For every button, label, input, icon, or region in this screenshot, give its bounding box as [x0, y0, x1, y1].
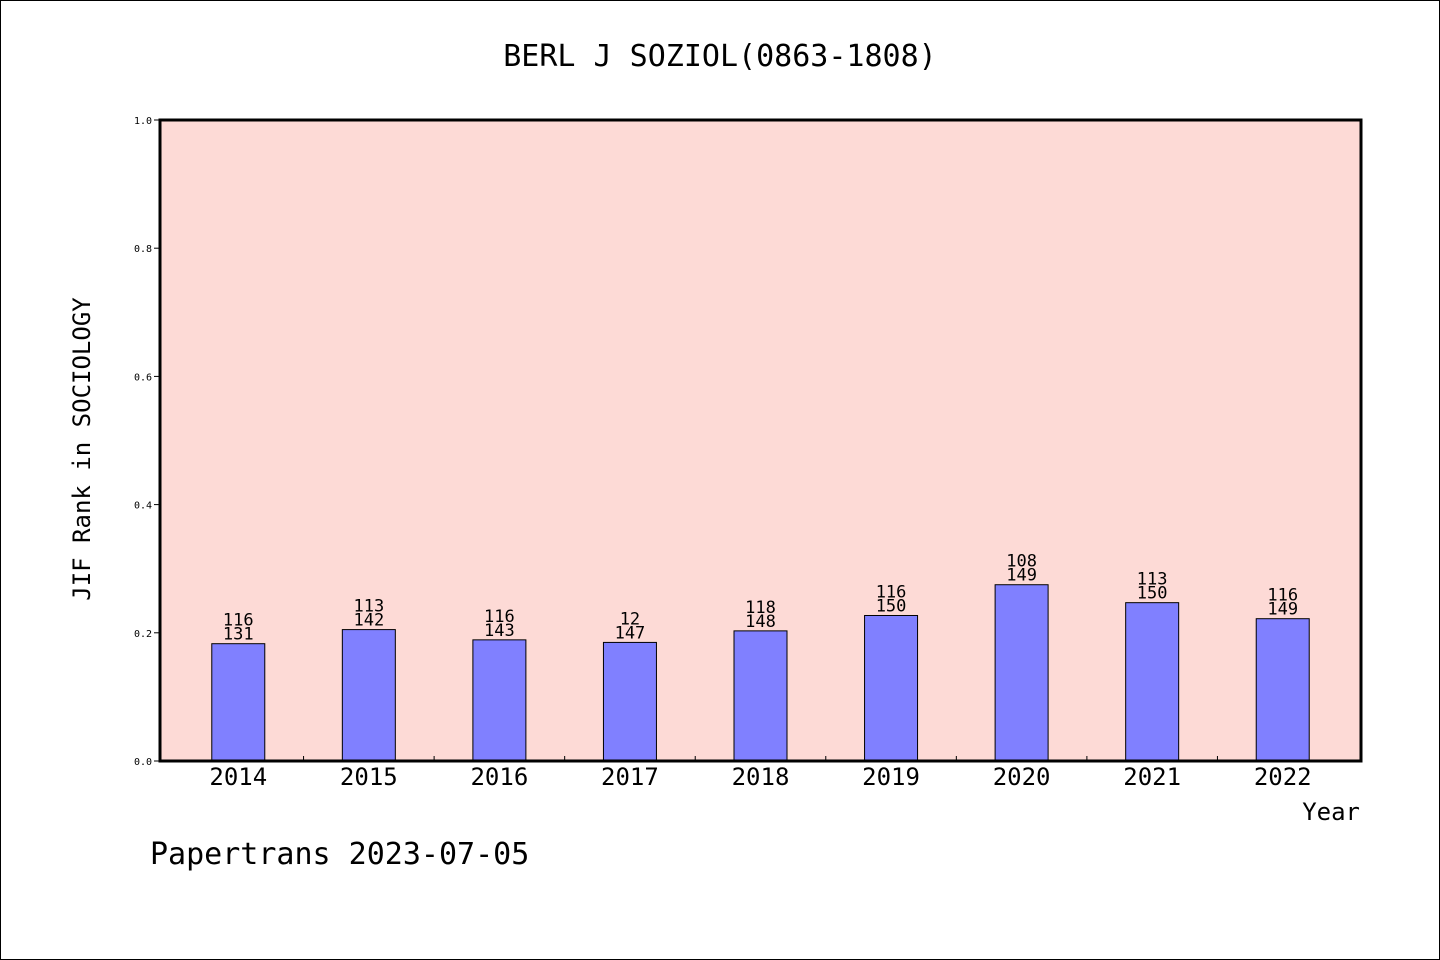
- bar-rank-label-2015: 113: [353, 597, 384, 617]
- x-tick-label-2021: 2021: [1123, 763, 1181, 791]
- y-tick-label: 0.2: [134, 629, 152, 640]
- bar-total-label-2015: 142: [353, 611, 384, 631]
- y-tick-label: 1.0: [134, 116, 152, 127]
- bar-total-label-2014: 131: [223, 625, 254, 645]
- bar-rank-label-2022: 116: [1267, 586, 1298, 606]
- bar-total-label-2022: 149: [1267, 600, 1298, 620]
- bars-group: [211, 584, 1310, 762]
- footer-text: Papertrans 2023-07-05: [150, 837, 529, 872]
- x-tick-label-2015: 2015: [340, 763, 398, 791]
- x-tick-label-2020: 2020: [993, 763, 1051, 791]
- x-axis-ticks: 2014 2015 2016 2017 2018 2019 2020 2021 2022: [209, 756, 1312, 791]
- bar-2018: [733, 630, 788, 762]
- x-tick-label-2022: 2022: [1254, 763, 1312, 791]
- bar-2014: [211, 643, 266, 762]
- plot-border: [158, 118, 1363, 763]
- y-axis-ticks: 0.0 0.2 0.4 0.6 0.8 1.0: [134, 116, 160, 768]
- y-tick-label: 0.8: [134, 244, 152, 255]
- y-tick-label: 0.6: [134, 372, 152, 383]
- x-tick-label-2019: 2019: [862, 763, 920, 791]
- bar-total-label-2018: 148: [745, 612, 776, 632]
- bar-2015: [341, 629, 396, 762]
- bar-rank-label-2020: 108: [1006, 552, 1037, 572]
- bar-2020: [994, 584, 1049, 762]
- bar-rank-label-2014: 116: [223, 611, 254, 631]
- x-tick-label-2014: 2014: [209, 763, 267, 791]
- bar-total-label-2017: 147: [615, 623, 646, 643]
- bar-total-label-2020: 149: [1006, 566, 1037, 586]
- y-axis-label: JIF Rank in SOCIOLOGY: [68, 297, 96, 601]
- y-tick-label: 0.0: [134, 757, 152, 768]
- bar-2022: [1255, 618, 1310, 762]
- y-tick-label: 0.4: [134, 501, 152, 512]
- bar-rank-label-2017: 12: [620, 609, 640, 629]
- x-tick-label-2017: 2017: [601, 763, 659, 791]
- bar-rank-label-2016: 116: [484, 607, 515, 627]
- x-tick-label-2018: 2018: [732, 763, 790, 791]
- bar-total-label-2019: 150: [876, 596, 907, 616]
- bar-2019: [864, 614, 919, 762]
- x-axis-label: Year: [1302, 798, 1360, 826]
- bar-total-label-2016: 143: [484, 621, 515, 641]
- bar-rank-label-2018: 118: [745, 598, 776, 618]
- bar-2021: [1125, 602, 1180, 762]
- bar-total-label-2021: 150: [1137, 584, 1168, 604]
- bar-rank-label-2021: 113: [1137, 570, 1168, 590]
- chart-title: BERL J SOZIOL(0863-1808): [503, 39, 936, 74]
- bar-rank-label-2019: 116: [876, 582, 907, 602]
- x-tick-label-2016: 2016: [470, 763, 528, 791]
- bar-2017: [602, 641, 657, 762]
- bar-2016: [472, 639, 527, 762]
